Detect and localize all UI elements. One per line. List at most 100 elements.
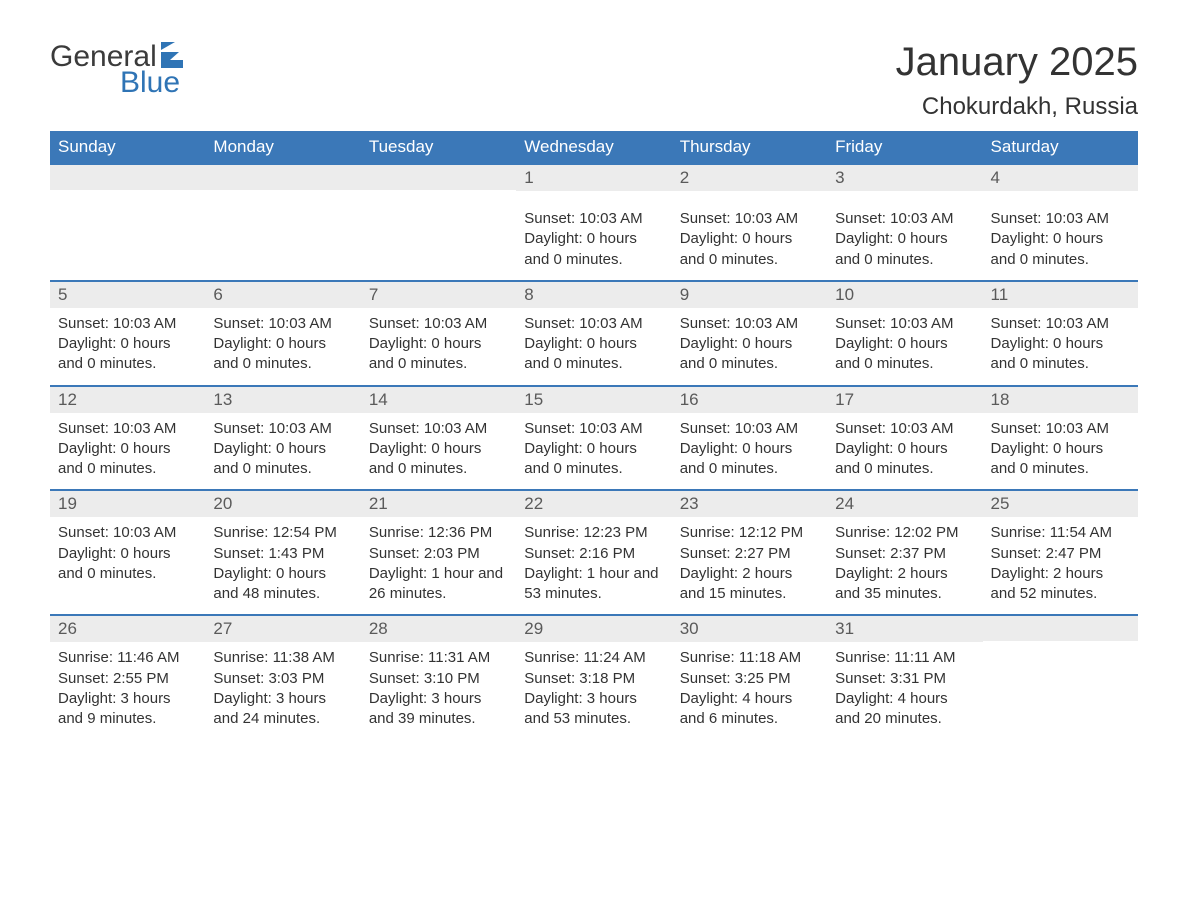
day-info-line: Sunset: 10:03 AM [835, 419, 974, 439]
day-content: Sunset: 10:03 AMDaylight: 0 hours and 0 … [205, 308, 360, 385]
day-content: Sunset: 10:03 AMDaylight: 0 hours and 0 … [50, 413, 205, 490]
day-number [50, 165, 205, 190]
day-info-line: Sunset: 10:03 AM [369, 314, 508, 334]
calendar-day-cell: 1Sunset: 10:03 AMDaylight: 0 hours and 0… [516, 164, 671, 281]
day-content: Sunrise: 12:02 PMSunset: 2:37 PMDaylight… [827, 517, 982, 614]
day-info-line: Sunrise: 12:23 PM [524, 523, 663, 543]
brand-logo: General Blue [50, 40, 193, 100]
day-info-line: Sunset: 10:03 AM [58, 314, 197, 334]
calendar-day-cell: 30Sunrise: 11:18 AMSunset: 3:25 PMDaylig… [672, 615, 827, 739]
day-info-line: Sunrise: 11:24 AM [524, 648, 663, 668]
day-info-line: Sunset: 1:43 PM [213, 544, 352, 564]
day-number: 31 [827, 616, 982, 642]
day-content: Sunset: 10:03 AMDaylight: 0 hours and 0 … [827, 413, 982, 490]
day-info-line: Daylight: 0 hours and 0 minutes. [213, 439, 352, 480]
weekday-header: Wednesday [516, 131, 671, 164]
day-info-line: Sunrise: 11:54 AM [991, 523, 1130, 543]
day-number: 23 [672, 491, 827, 517]
day-content: Sunset: 10:03 AMDaylight: 0 hours and 0 … [50, 308, 205, 385]
day-info-line: Sunset: 2:47 PM [991, 544, 1130, 564]
day-number: 13 [205, 387, 360, 413]
day-content: Sunrise: 11:46 AMSunset: 2:55 PMDaylight… [50, 642, 205, 739]
day-info-line: Daylight: 0 hours and 0 minutes. [835, 229, 974, 270]
calendar-day-cell [983, 615, 1138, 739]
calendar-day-cell: 3Sunset: 10:03 AMDaylight: 0 hours and 0… [827, 164, 982, 281]
day-number: 2 [672, 165, 827, 191]
day-number: 24 [827, 491, 982, 517]
day-info-line: Sunset: 10:03 AM [991, 314, 1130, 334]
day-number: 26 [50, 616, 205, 642]
day-info-line: Sunset: 10:03 AM [524, 419, 663, 439]
day-info-line: Daylight: 0 hours and 0 minutes. [524, 229, 663, 270]
day-number: 15 [516, 387, 671, 413]
calendar-day-cell: 29Sunrise: 11:24 AMSunset: 3:18 PMDaylig… [516, 615, 671, 739]
day-number: 22 [516, 491, 671, 517]
day-info-line: Daylight: 2 hours and 15 minutes. [680, 564, 819, 605]
day-info-line: Sunset: 2:16 PM [524, 544, 663, 564]
day-number: 8 [516, 282, 671, 308]
day-number: 19 [50, 491, 205, 517]
calendar-day-cell: 9Sunset: 10:03 AMDaylight: 0 hours and 0… [672, 281, 827, 386]
calendar-page: General Blue January 2025 Chokurdakh, Ru… [0, 0, 1188, 779]
day-info-line: Sunset: 3:10 PM [369, 669, 508, 689]
day-number: 11 [983, 282, 1138, 308]
day-content: Sunrise: 12:12 PMSunset: 2:27 PMDaylight… [672, 517, 827, 614]
title-block: January 2025 Chokurdakh, Russia [896, 40, 1138, 121]
day-content [205, 190, 360, 260]
day-info-line: Daylight: 0 hours and 0 minutes. [58, 334, 197, 375]
day-info-line: Daylight: 0 hours and 0 minutes. [680, 334, 819, 375]
day-info-line: Sunrise: 12:54 PM [213, 523, 352, 543]
weekday-header: Saturday [983, 131, 1138, 164]
day-info-line: Sunset: 3:18 PM [524, 669, 663, 689]
calendar-day-cell [50, 164, 205, 281]
day-info-line: Daylight: 3 hours and 53 minutes. [524, 689, 663, 730]
calendar-day-cell: 22Sunrise: 12:23 PMSunset: 2:16 PMDaylig… [516, 490, 671, 615]
day-info-line: Sunrise: 11:18 AM [680, 648, 819, 668]
day-content: Sunrise: 12:23 PMSunset: 2:16 PMDaylight… [516, 517, 671, 614]
calendar-day-cell: 2Sunset: 10:03 AMDaylight: 0 hours and 0… [672, 164, 827, 281]
day-info-line: Daylight: 0 hours and 0 minutes. [680, 229, 819, 270]
calendar-day-cell: 14Sunset: 10:03 AMDaylight: 0 hours and … [361, 386, 516, 491]
day-content: Sunset: 10:03 AMDaylight: 0 hours and 0 … [361, 308, 516, 385]
day-info-line: Daylight: 2 hours and 52 minutes. [991, 564, 1130, 605]
calendar-day-cell: 28Sunrise: 11:31 AMSunset: 3:10 PMDaylig… [361, 615, 516, 739]
day-number: 28 [361, 616, 516, 642]
day-number: 18 [983, 387, 1138, 413]
calendar-day-cell: 5Sunset: 10:03 AMDaylight: 0 hours and 0… [50, 281, 205, 386]
day-info-line: Sunset: 3:03 PM [213, 669, 352, 689]
day-info-line: Sunset: 10:03 AM [524, 314, 663, 334]
day-info-line: Sunrise: 12:36 PM [369, 523, 508, 543]
day-content: Sunset: 10:03 AMDaylight: 0 hours and 0 … [205, 413, 360, 490]
calendar-day-cell: 18Sunset: 10:03 AMDaylight: 0 hours and … [983, 386, 1138, 491]
calendar-day-cell: 26Sunrise: 11:46 AMSunset: 2:55 PMDaylig… [50, 615, 205, 739]
calendar-day-cell: 7Sunset: 10:03 AMDaylight: 0 hours and 0… [361, 281, 516, 386]
day-content: Sunset: 10:03 AMDaylight: 0 hours and 0 … [516, 308, 671, 385]
day-content: Sunrise: 12:54 PMSunset: 1:43 PMDaylight… [205, 517, 360, 614]
calendar-day-cell: 25Sunrise: 11:54 AMSunset: 2:47 PMDaylig… [983, 490, 1138, 615]
day-info-line: Sunset: 2:37 PM [835, 544, 974, 564]
day-content: Sunset: 10:03 AMDaylight: 0 hours and 0 … [672, 191, 827, 280]
calendar-day-cell: 4Sunset: 10:03 AMDaylight: 0 hours and 0… [983, 164, 1138, 281]
day-info-line: Sunset: 10:03 AM [991, 419, 1130, 439]
calendar-day-cell: 31Sunrise: 11:11 AMSunset: 3:31 PMDaylig… [827, 615, 982, 739]
day-info-line: Sunset: 10:03 AM [835, 314, 974, 334]
day-info-line: Sunset: 10:03 AM [213, 314, 352, 334]
calendar-day-cell [361, 164, 516, 281]
calendar-day-cell: 20Sunrise: 12:54 PMSunset: 1:43 PMDaylig… [205, 490, 360, 615]
calendar-day-cell: 17Sunset: 10:03 AMDaylight: 0 hours and … [827, 386, 982, 491]
day-info-line: Daylight: 4 hours and 20 minutes. [835, 689, 974, 730]
day-number: 6 [205, 282, 360, 308]
day-content: Sunrise: 12:36 PMSunset: 2:03 PMDaylight… [361, 517, 516, 614]
calendar-week-row: 26Sunrise: 11:46 AMSunset: 2:55 PMDaylig… [50, 615, 1138, 739]
day-content: Sunset: 10:03 AMDaylight: 0 hours and 0 … [827, 308, 982, 385]
day-info-line: Sunset: 10:03 AM [680, 314, 819, 334]
day-info-line: Sunset: 10:03 AM [680, 419, 819, 439]
day-info-line: Sunset: 10:03 AM [991, 209, 1130, 229]
day-info-line: Sunset: 2:55 PM [58, 669, 197, 689]
weekday-header: Sunday [50, 131, 205, 164]
day-number: 12 [50, 387, 205, 413]
day-number: 20 [205, 491, 360, 517]
day-info-line: Sunset: 3:31 PM [835, 669, 974, 689]
day-info-line: Sunset: 3:25 PM [680, 669, 819, 689]
day-info-line: Daylight: 1 hour and 53 minutes. [524, 564, 663, 605]
